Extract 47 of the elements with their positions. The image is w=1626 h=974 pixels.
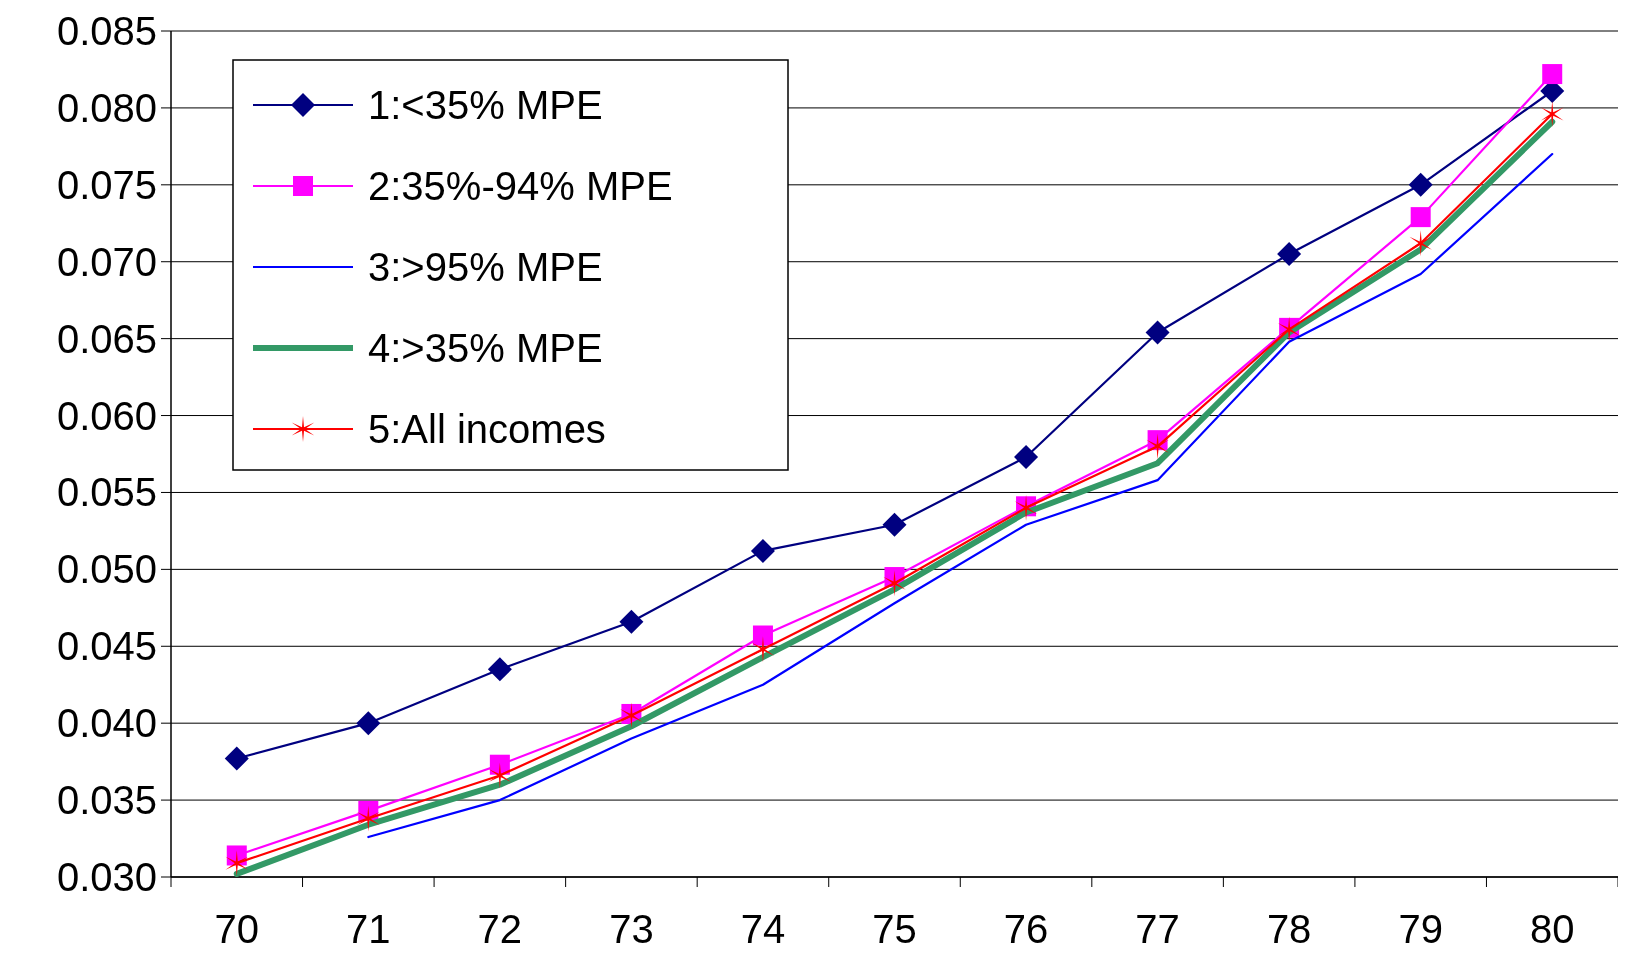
point [224, 746, 249, 771]
x-tick-label: 76 [1003, 907, 1049, 951]
x-tick-label: 70 [214, 907, 260, 951]
y-tick-label: 0.065 [56, 316, 157, 361]
legend-label: 3:>95% MPE [368, 245, 603, 289]
y-tick-label: 0.085 [56, 9, 157, 53]
point [1410, 207, 1431, 228]
point [882, 512, 907, 537]
x-tick-label: 74 [740, 907, 786, 951]
x-tick-label: 71 [346, 907, 391, 951]
y-tick-label: 0.030 [56, 855, 157, 899]
point [1146, 433, 1169, 460]
point [750, 538, 775, 563]
x-tick-label: 75 [872, 907, 917, 951]
y-tick-label: 0.050 [56, 547, 157, 592]
point [1145, 320, 1170, 345]
y-tick-label: 0.055 [56, 470, 157, 515]
point [1542, 64, 1563, 85]
x-tick-label: 79 [1398, 907, 1443, 951]
y-tick-label: 0.060 [56, 393, 157, 438]
point [1277, 242, 1302, 267]
point [1408, 172, 1433, 197]
point [1409, 230, 1432, 257]
legend-label: 2:35%-94% MPE [368, 164, 673, 208]
x-tick-label: 73 [609, 907, 654, 951]
point [883, 570, 906, 597]
legend-label: 5:All incomes [368, 407, 606, 451]
point [356, 711, 381, 736]
line-series [367, 152, 1554, 839]
legend-label: 4:>35% MPE [368, 326, 603, 370]
x-tick-label: 77 [1135, 907, 1180, 951]
point [620, 702, 643, 729]
y-tick-label: 0.040 [56, 701, 157, 746]
y-tick-label: 0.035 [56, 778, 157, 823]
point [1014, 445, 1039, 470]
y-tick-label: 0.045 [56, 624, 157, 669]
x-tick-label: 80 [1529, 907, 1575, 951]
y-tick-label: 0.080 [56, 85, 157, 130]
x-tick-label: 72 [477, 907, 523, 951]
point [357, 805, 380, 832]
x-tick-label: 78 [1266, 907, 1312, 951]
point [487, 657, 512, 682]
y-tick-label: 0.075 [56, 162, 157, 207]
legend-label: 1:<35% MPE [368, 83, 603, 127]
y-tick-label: 0.070 [56, 239, 157, 284]
point [619, 609, 644, 634]
point [752, 625, 773, 646]
